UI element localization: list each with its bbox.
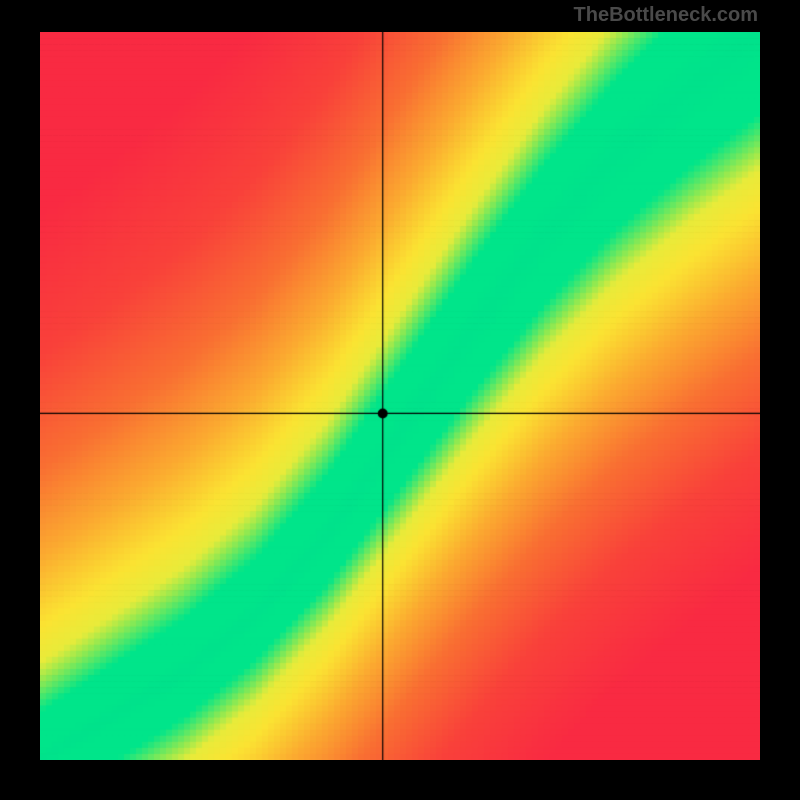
heatmap-canvas (40, 32, 760, 760)
chart-container: TheBottleneck.com (0, 0, 800, 800)
watermark-text: TheBottleneck.com (574, 4, 758, 27)
heatmap-plot (40, 32, 760, 760)
